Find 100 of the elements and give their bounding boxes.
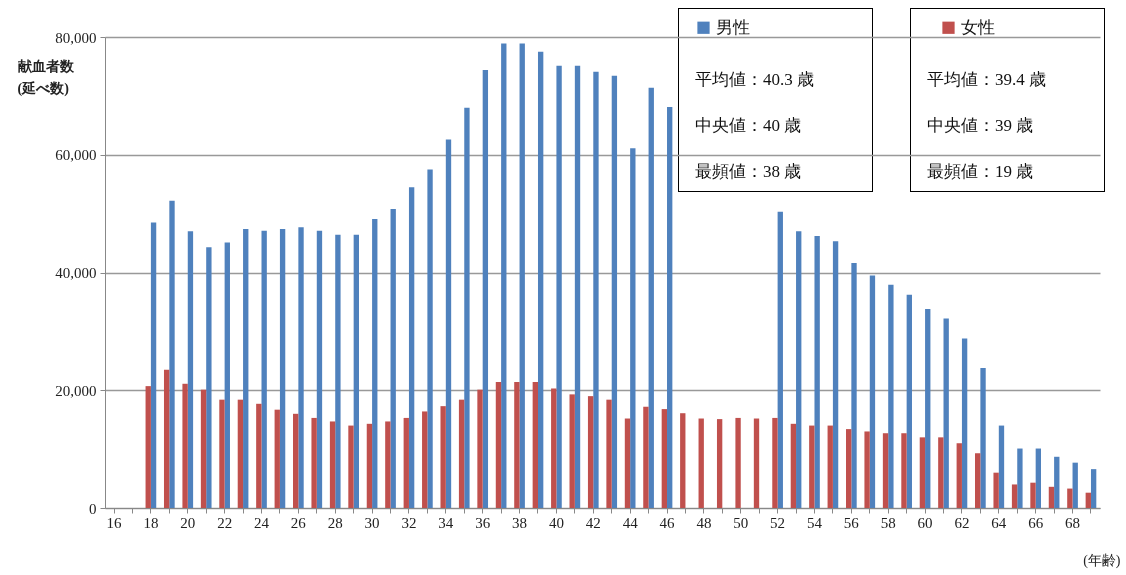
x-axis-title: (年齢): [1083, 552, 1121, 569]
x-tick-label: 50: [733, 514, 749, 531]
bar: [261, 230, 267, 508]
bar: [777, 211, 783, 508]
bar: [648, 87, 654, 508]
bar: [938, 437, 944, 508]
bar: [643, 406, 649, 508]
bar: [408, 187, 415, 508]
bar: [1072, 462, 1078, 508]
x-tick-label: 16: [106, 514, 123, 531]
bar: [551, 388, 557, 508]
bar: [316, 230, 323, 508]
bar: [864, 431, 870, 508]
bar: [851, 263, 857, 508]
x-tick-label: 64: [991, 514, 1007, 531]
x-tick-label: 18: [143, 514, 159, 531]
x-tick-label: 44: [622, 514, 639, 531]
x-tick-label: 26: [290, 514, 307, 531]
bar: [753, 418, 760, 508]
bar: [385, 421, 391, 508]
bar: [661, 409, 668, 508]
annotation: 最頻値：19 歳: [927, 162, 1034, 181]
bar: [224, 242, 230, 508]
x-tick-label: 52: [770, 514, 786, 531]
bar: [832, 241, 839, 508]
x-tick-label: 68: [1065, 514, 1081, 531]
bar: [606, 399, 612, 508]
x-tick-label: 32: [401, 514, 417, 531]
bar: [256, 403, 262, 508]
x-tick-label: 66: [1028, 514, 1044, 531]
bar: [1085, 492, 1091, 508]
bar: [519, 43, 525, 508]
bar: [796, 231, 802, 508]
bar: [1030, 482, 1036, 508]
bar: [482, 69, 489, 508]
y-tick-label: 40,000: [55, 265, 97, 281]
bar: [1011, 484, 1018, 508]
x-tick-label: 40: [548, 514, 564, 531]
bar: [219, 399, 225, 508]
bar: [980, 367, 986, 508]
bar: [329, 421, 336, 508]
bar: [427, 169, 433, 508]
bar: [243, 228, 249, 508]
x-tick-label: 22: [217, 514, 233, 531]
bar: [1048, 486, 1055, 508]
bar: [293, 413, 299, 508]
bar: [906, 294, 912, 508]
bar: [348, 425, 354, 508]
bar: [495, 382, 502, 508]
bar: [888, 284, 894, 508]
bar: [477, 389, 483, 508]
bar: [901, 433, 907, 508]
bar: [422, 411, 428, 508]
x-tick-label: 46: [659, 514, 676, 531]
bar: [1090, 469, 1097, 508]
bar: [298, 227, 304, 508]
bar: [458, 399, 465, 508]
bar: [630, 148, 636, 508]
x-tick-label: 20: [180, 514, 196, 531]
bar: [403, 417, 409, 508]
bar: [537, 51, 544, 508]
bar: [445, 139, 452, 508]
x-tick-label: 62: [954, 514, 970, 531]
bar: [846, 429, 852, 508]
bar: [680, 413, 686, 508]
bar: [790, 423, 797, 508]
legend-label: 男性: [716, 17, 750, 37]
bar: [574, 65, 581, 508]
x-tick-label: 38: [512, 514, 528, 531]
bar: [587, 396, 594, 508]
bar: [882, 433, 889, 508]
bar: [956, 443, 962, 508]
bar: [919, 437, 926, 508]
bar: [182, 383, 188, 508]
bar: [993, 472, 999, 508]
bar: [237, 399, 244, 508]
bar: [163, 369, 170, 508]
bar: [809, 425, 815, 508]
bar: [975, 453, 981, 508]
annotation: 平均値：39.4 歳: [927, 70, 1046, 89]
y-tick-label: 80,000: [55, 29, 97, 46]
bar: [624, 418, 631, 508]
annotation: 中央値：39 歳: [927, 116, 1034, 135]
bar: [501, 43, 507, 508]
bar: [593, 71, 599, 508]
x-tick-label: 42: [585, 514, 601, 531]
bar: [556, 65, 562, 508]
bar: [961, 338, 968, 508]
bar: [569, 394, 575, 508]
y-tick-label: 20,000: [55, 382, 97, 399]
bar: [869, 275, 876, 508]
bar: [274, 409, 280, 508]
annotation: 平均値：40.3 歳: [695, 70, 814, 89]
bar: [200, 389, 207, 508]
bar: [514, 382, 520, 508]
bar: [279, 228, 286, 508]
x-tick-label: 58: [880, 514, 896, 531]
legend-label: 女性: [961, 17, 995, 37]
bar: [814, 236, 820, 508]
bar: [169, 200, 175, 508]
